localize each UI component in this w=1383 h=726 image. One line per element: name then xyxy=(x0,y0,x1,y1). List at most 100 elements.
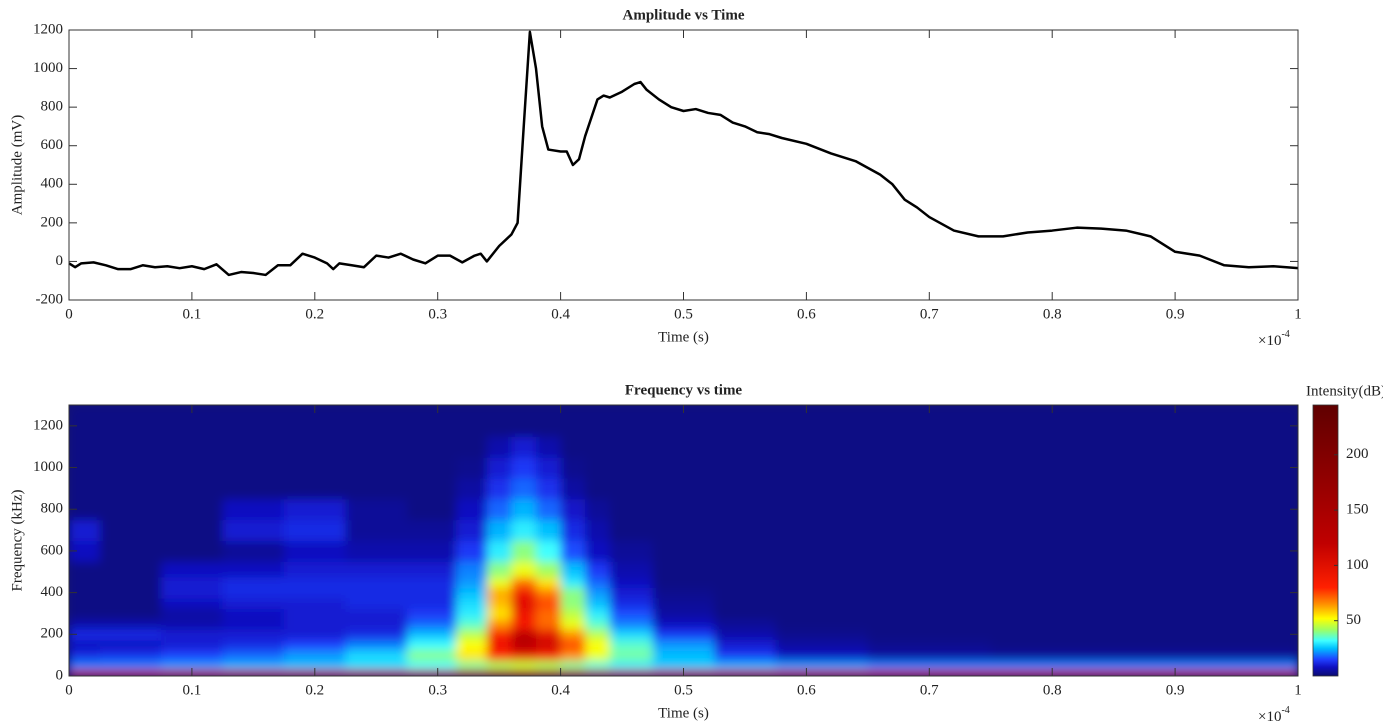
intensity-cell xyxy=(486,669,513,676)
intensity-cell xyxy=(585,477,611,500)
intensity-cell xyxy=(222,576,285,589)
intensity-cell xyxy=(161,540,224,562)
axes-frame xyxy=(68,29,1299,301)
intensity-cell xyxy=(511,561,537,578)
intensity-cell xyxy=(585,649,611,661)
intensity-cell xyxy=(867,587,992,599)
intensity-cell xyxy=(585,597,611,609)
intensity-cell xyxy=(69,477,101,500)
intensity-cell xyxy=(345,660,408,671)
intensity-cell xyxy=(161,519,224,542)
intensity-cell xyxy=(406,457,457,479)
intensity-cell xyxy=(1113,576,1238,589)
intensity-cell xyxy=(536,629,562,641)
intensity-cell xyxy=(1236,639,1298,651)
intensity-cell xyxy=(585,576,611,589)
intensity-cell xyxy=(775,457,869,479)
intensity-cell xyxy=(1113,457,1238,479)
intensity-cell xyxy=(585,457,611,479)
intensity-cell xyxy=(1113,597,1238,609)
intensity-cell xyxy=(161,618,224,630)
intensity-cell xyxy=(222,639,285,651)
intensity-cell xyxy=(1236,498,1298,521)
intensity-cell xyxy=(406,649,457,661)
intensity-cell xyxy=(990,660,1115,671)
x-tick-label: 0.7 xyxy=(920,682,939,698)
y-axis-label: Frequency (kHz) xyxy=(9,489,25,591)
intensity-cell xyxy=(652,649,715,661)
x-tick-label: 0.2 xyxy=(305,682,324,698)
intensity-cell xyxy=(775,597,869,609)
intensity-cell xyxy=(990,477,1115,500)
intensity-cell xyxy=(867,457,992,479)
intensity-cell xyxy=(1236,660,1298,671)
intensity-cell xyxy=(536,436,562,458)
x-axis-label: Time (s) xyxy=(658,705,709,721)
intensity-cell xyxy=(69,597,101,609)
intensity-cell xyxy=(69,587,101,599)
intensity-cell xyxy=(222,477,285,500)
intensity-cell xyxy=(990,457,1115,479)
intensity-cell xyxy=(990,618,1115,630)
y-axis-label: Amplitude (mV) xyxy=(9,115,25,215)
intensity-cell xyxy=(406,660,457,671)
intensity-cell xyxy=(536,405,562,437)
intensity-cell xyxy=(609,608,654,620)
x-tick-label: 0.4 xyxy=(551,682,570,698)
intensity-cell xyxy=(990,649,1115,661)
intensity-cell xyxy=(511,660,537,671)
intensity-cell xyxy=(511,587,537,599)
intensity-cell xyxy=(511,519,537,542)
intensity-cell xyxy=(456,561,488,578)
x-multiplier-base: ×10 xyxy=(1258,709,1281,725)
intensity-cell xyxy=(284,608,347,620)
intensity-cell xyxy=(345,639,408,651)
intensity-cell xyxy=(345,540,408,562)
intensity-cell xyxy=(560,597,586,609)
colorbar-label: Intensity(dB) xyxy=(1306,383,1383,399)
intensity-cell xyxy=(456,660,488,671)
intensity-cell xyxy=(486,561,513,578)
intensity-cell xyxy=(406,498,457,521)
intensity-cell xyxy=(714,669,777,676)
y-tick-label: 1000 xyxy=(33,459,63,475)
intensity-cell xyxy=(609,540,654,562)
intensity-cell xyxy=(99,597,162,609)
intensity-cell xyxy=(456,587,488,599)
x-tick-label: 1 xyxy=(1294,682,1302,698)
intensity-cell xyxy=(652,436,715,458)
chart-title: Amplitude vs Time xyxy=(623,7,745,23)
intensity-cell xyxy=(161,587,224,599)
intensity-cell xyxy=(536,608,562,620)
intensity-cell xyxy=(990,597,1115,609)
x-tick-label: 0.8 xyxy=(1043,682,1062,698)
colorbar-tick-label: 150 xyxy=(1346,502,1369,518)
intensity-cell xyxy=(161,639,224,651)
intensity-cell xyxy=(536,457,562,479)
intensity-cell xyxy=(536,618,562,630)
intensity-cell xyxy=(406,405,457,437)
intensity-cell xyxy=(714,436,777,458)
intensity-cell xyxy=(99,519,162,542)
intensity-cell xyxy=(161,629,224,641)
intensity-cell xyxy=(456,669,488,676)
intensity-cell xyxy=(714,519,777,542)
intensity-cell xyxy=(406,618,457,630)
intensity-cell xyxy=(714,498,777,521)
intensity-cell xyxy=(585,608,611,620)
intensity-cell xyxy=(775,660,869,671)
intensity-cell xyxy=(867,597,992,609)
intensity-cell xyxy=(406,436,457,458)
intensity-cell xyxy=(222,618,285,630)
intensity-cell xyxy=(560,477,586,500)
intensity-cell xyxy=(486,498,513,521)
intensity-cell xyxy=(652,587,715,599)
intensity-cell xyxy=(585,587,611,599)
y-tick-label: 1200 xyxy=(33,21,63,37)
intensity-cell xyxy=(345,405,408,437)
intensity-cell xyxy=(536,561,562,578)
intensity-cell xyxy=(1113,436,1238,458)
intensity-cell xyxy=(1113,608,1238,620)
intensity-cell xyxy=(511,608,537,620)
intensity-cell xyxy=(867,608,992,620)
